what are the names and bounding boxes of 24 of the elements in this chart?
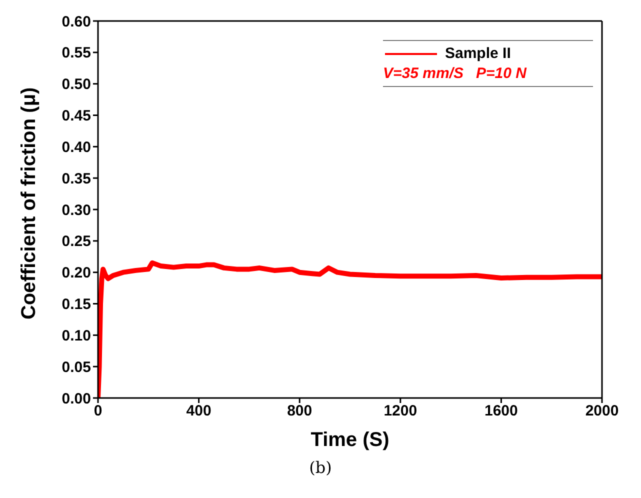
legend-label: Sample II — [445, 45, 511, 62]
x-tick-label: 400 — [186, 402, 212, 420]
y-tick-label: 0.35 — [62, 170, 91, 188]
y-tick-label: 0.60 — [62, 13, 91, 30]
x-tick-label: 1200 — [384, 402, 418, 420]
x-tick-label: 800 — [287, 402, 312, 420]
y-tick-label: 0.20 — [62, 264, 91, 282]
y-tick-label: 0.50 — [62, 76, 91, 94]
x-axis-title: Time (S) — [310, 429, 390, 451]
y-tick-label: 0.05 — [62, 358, 91, 376]
text: (b) — [308, 458, 333, 477]
y-tick-label: 0.00 — [62, 390, 91, 408]
y-tick-label: 0.40 — [62, 138, 91, 156]
y-tick-label: 0.15 — [62, 296, 91, 314]
annotation: V=35 mm/S P=10 N — [383, 65, 528, 82]
y-tick-label: 0.30 — [62, 202, 91, 219]
y-axis-title: Coefficient of friction (μ) — [18, 87, 40, 320]
x-tick-label: 2000 — [585, 402, 619, 420]
x-tick-label: 1600 — [484, 402, 518, 420]
y-tick-label: 0.10 — [62, 327, 91, 344]
y-tick-label: 0.25 — [62, 233, 91, 250]
x-tick-label: 0 — [94, 402, 102, 420]
y-tick-label: 0.55 — [62, 44, 91, 62]
y-tick-label: 0.45 — [62, 108, 91, 125]
